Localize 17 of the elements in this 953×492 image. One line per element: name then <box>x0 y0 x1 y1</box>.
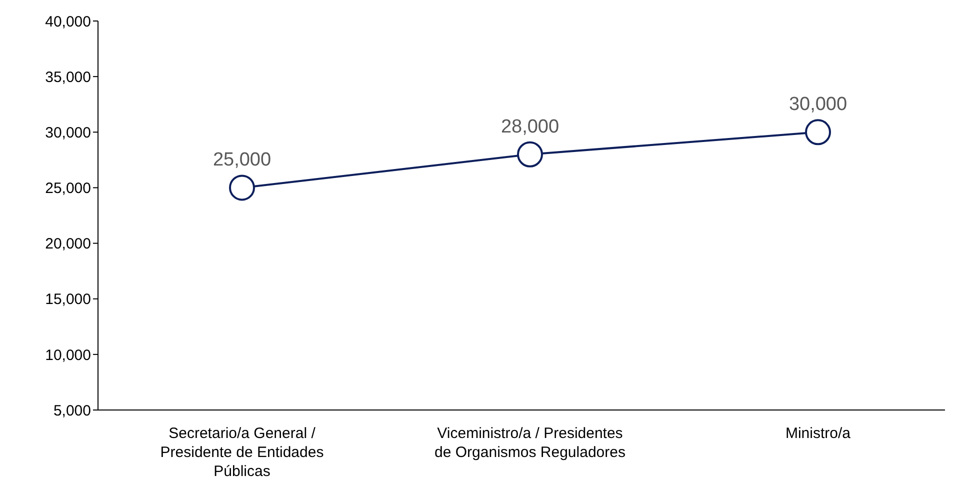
y-tick-label: 35,000 <box>45 68 91 86</box>
y-tick-label: 40,000 <box>45 13 91 30</box>
x-tick-label: Viceministro/a / Presidentes de Organismos Reguladores <box>434 425 626 461</box>
y-tick-label: 20,000 <box>45 236 91 253</box>
data-label: 30,000 <box>788 94 848 116</box>
data-label: 28,000 <box>500 116 560 138</box>
point <box>805 119 831 146</box>
y-tick-label: 25,000 <box>45 180 91 198</box>
y-tick-label: 5,000 <box>53 402 91 420</box>
x-tick-label: Secretario/a General / Presidente de Entidades Públicas <box>160 425 324 480</box>
data-label: 25,000 <box>212 150 272 171</box>
y-tick-label: 10,000 <box>45 346 91 364</box>
y-tick-label: 15,000 <box>45 291 91 308</box>
y-tick-label: 30,000 <box>45 124 91 142</box>
x-tick-label: Ministro/a <box>785 425 852 442</box>
point <box>229 174 255 201</box>
point <box>517 141 543 168</box>
